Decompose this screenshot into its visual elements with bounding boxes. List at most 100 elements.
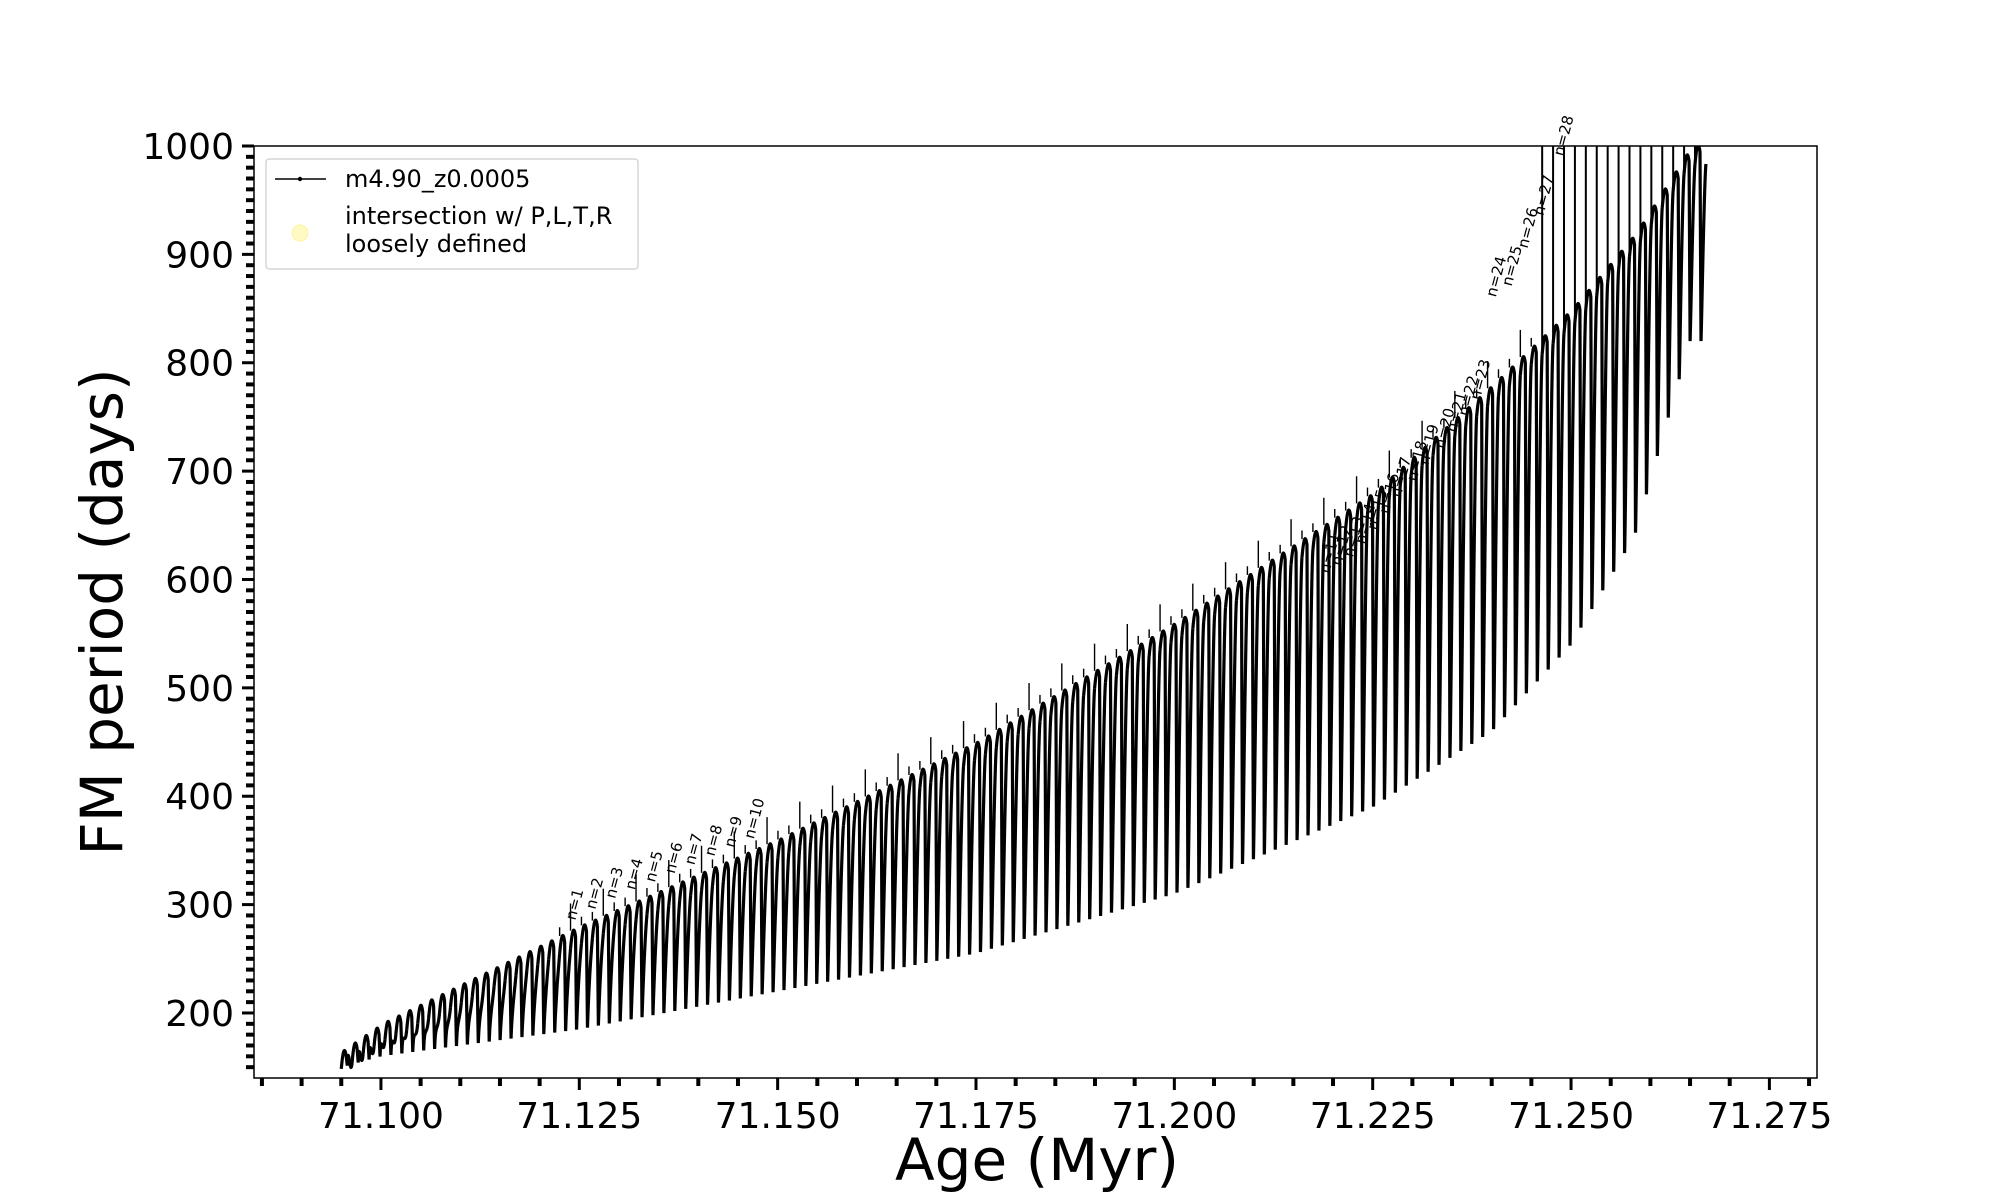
pulse-loop — [710, 866, 725, 1003]
pulse-loop — [579, 923, 594, 1028]
pulse-loop — [809, 821, 824, 984]
pulse-loop — [896, 778, 911, 968]
pulse-loop — [1038, 701, 1053, 933]
pulse-loop — [1387, 475, 1402, 793]
pulse-loop — [754, 846, 769, 995]
pulse-label: n=28 — [1550, 113, 1578, 157]
pulse-loop — [612, 909, 627, 1022]
pulse-loop — [689, 875, 704, 1007]
pulse-loop — [1551, 323, 1566, 658]
pulse-loop — [1311, 529, 1326, 831]
x-tick-label: 71.100 — [318, 1096, 444, 1137]
pulse-loop — [339, 1048, 354, 1070]
pulse-loop — [1333, 515, 1348, 822]
pulse-loop — [1409, 455, 1424, 779]
x-axis-title: Age (Myr) — [895, 1126, 1179, 1194]
pulse-loop — [1649, 204, 1664, 457]
pulse-loop — [1507, 365, 1522, 706]
pulse-loop — [1005, 721, 1020, 943]
pulse-loop — [874, 789, 889, 972]
pulse-loop — [437, 993, 453, 1048]
pulse-loop — [1344, 508, 1359, 817]
pulse-loop — [918, 767, 933, 964]
pulse-loop — [361, 1033, 376, 1060]
pulse-loop — [547, 939, 562, 1033]
pulse-loop — [372, 1026, 387, 1057]
y-axis: 200 300 400 500 600 700 800 900 1000 — [142, 127, 254, 1070]
pulse-loop — [1627, 236, 1643, 533]
pulse-loop — [1191, 608, 1206, 884]
pulse-loop — [1420, 445, 1435, 772]
y-tick-label: 200 — [165, 994, 234, 1035]
pulse-loop — [732, 856, 747, 999]
pulse-loop — [1365, 494, 1381, 807]
pulse-loop — [536, 944, 551, 1035]
pulse-loop — [940, 756, 955, 959]
pulse-loop — [1442, 425, 1457, 758]
pulse-loop — [863, 794, 878, 974]
pulse-loop — [1202, 601, 1217, 879]
pulse-loop — [1071, 681, 1086, 923]
pulse-loop — [929, 762, 944, 961]
pulse-loop — [503, 960, 518, 1039]
pulse-loop — [885, 783, 900, 970]
pulse-loop — [481, 971, 496, 1042]
pulse-loop — [1485, 386, 1501, 730]
pulse-loop — [1638, 221, 1653, 495]
pulse-loop — [1016, 714, 1031, 939]
pulse-loop — [1158, 629, 1173, 897]
y-tick-label: 800 — [165, 344, 234, 385]
pulse-loop — [841, 805, 856, 978]
legend-label-intersection-line1: intersection w/ P,L,T,R — [345, 202, 612, 230]
pulse-loop — [699, 870, 715, 1005]
pulse-loop — [645, 894, 660, 1016]
x-tick-label: 71.200 — [1111, 1096, 1237, 1137]
pulse-loop — [1289, 544, 1304, 841]
pulse-loop — [459, 982, 474, 1045]
pulse-loop — [820, 815, 835, 982]
legend-label-intersection-line2: loosely defined — [345, 230, 527, 258]
x-tick-label: 71.175 — [913, 1096, 1039, 1137]
y-tick-label: 500 — [165, 669, 234, 710]
pulse-loop — [1398, 465, 1413, 786]
x-axis: 71.100 71.125 71.150 71.175 71.200 71.225 71.2… — [259, 1078, 1832, 1137]
pulse-label: n=10 — [740, 796, 768, 840]
pulse-loop — [1376, 485, 1391, 800]
pulse-loop — [1082, 675, 1097, 920]
pulse-loop — [1234, 580, 1249, 865]
x-tick-label: 71.275 — [1706, 1096, 1832, 1137]
pulse-loop — [470, 976, 485, 1044]
pulse-loop — [1125, 649, 1140, 907]
pulse-loop — [798, 826, 813, 986]
y-tick-label: 400 — [165, 777, 234, 818]
pulse-loop — [427, 998, 442, 1050]
pulse-loop — [1049, 695, 1064, 930]
pulse-loop — [656, 889, 671, 1014]
pulse-loop — [1103, 662, 1118, 913]
pulse-loop — [852, 799, 867, 976]
pulse-loop — [1616, 249, 1632, 554]
pulse-loop — [1213, 594, 1228, 874]
x-tick-label: 71.225 — [1310, 1096, 1436, 1137]
legend: m4.90_z0.0005 intersection w/ P,L,T,R lo… — [265, 158, 639, 270]
pulse-loop — [448, 987, 463, 1047]
pulse-loop — [1354, 501, 1370, 812]
pulse-loop — [1278, 551, 1293, 845]
pulse-loop — [416, 1003, 431, 1051]
x-tick-label: 71.125 — [516, 1096, 642, 1137]
pulse-loop — [394, 1014, 409, 1054]
pulse-loop — [961, 746, 977, 955]
pulse-loop — [1682, 153, 1697, 342]
pulse-loop — [1529, 344, 1544, 682]
pulse-loop — [1573, 301, 1588, 628]
pulse-loop — [1322, 522, 1337, 826]
pulse-loop — [601, 913, 616, 1024]
pulse-loop — [1223, 587, 1239, 869]
pulse-loop — [983, 734, 998, 949]
series-line-m4.90_z0.0005 — [339, 146, 1708, 1070]
pulse-loop — [743, 851, 758, 997]
pulse-loop — [994, 727, 1009, 946]
pulse-label: n=25 — [1498, 244, 1526, 288]
pulse-loop — [951, 751, 966, 957]
y-tick-label: 600 — [165, 560, 234, 601]
